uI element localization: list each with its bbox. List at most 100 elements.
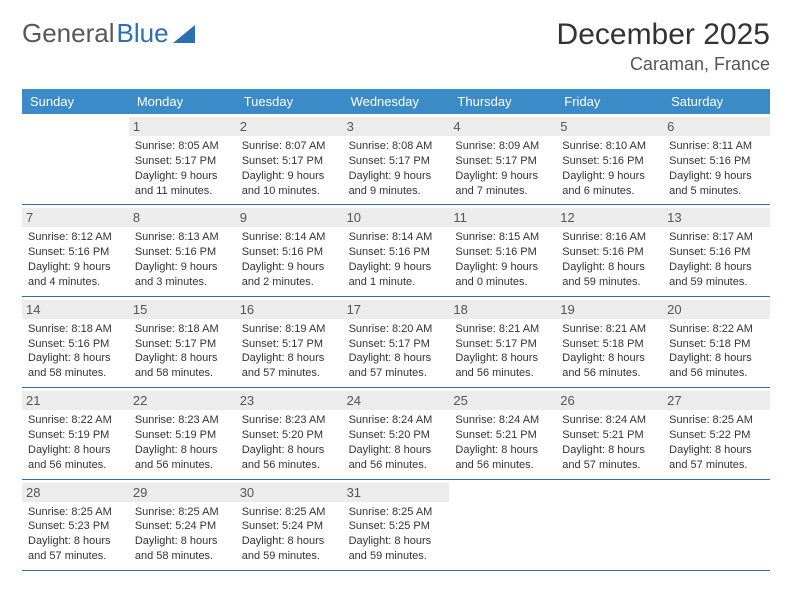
sunset-text: Sunset: 5:17 PM <box>349 337 444 352</box>
day-info: Sunrise: 8:20 AMSunset: 5:17 PMDaylight:… <box>349 322 444 381</box>
calendar-day: 30Sunrise: 8:25 AMSunset: 5:24 PMDayligh… <box>236 480 343 570</box>
daylight-text: Daylight: 9 hours <box>135 260 230 275</box>
sunrise-text: Sunrise: 8:14 AM <box>242 230 337 245</box>
day-number: 30 <box>236 483 343 502</box>
daylight-text: Daylight: 8 hours <box>242 534 337 549</box>
calendar-week: 21Sunrise: 8:22 AMSunset: 5:19 PMDayligh… <box>22 388 770 479</box>
calendar-day <box>556 480 663 570</box>
sunrise-text: Sunrise: 8:18 AM <box>28 322 123 337</box>
sunset-text: Sunset: 5:16 PM <box>562 245 657 260</box>
day-number: 15 <box>129 300 236 319</box>
sunrise-text: Sunrise: 8:05 AM <box>135 139 230 154</box>
sunrise-text: Sunrise: 8:25 AM <box>135 505 230 520</box>
sunset-text: Sunset: 5:16 PM <box>349 245 444 260</box>
sunrise-text: Sunrise: 8:19 AM <box>242 322 337 337</box>
sunset-text: Sunset: 5:16 PM <box>135 245 230 260</box>
daylight-text: Daylight: 9 hours <box>242 169 337 184</box>
daylight-text: Daylight: 9 hours <box>349 169 444 184</box>
sunset-text: Sunset: 5:17 PM <box>349 154 444 169</box>
day-number: 8 <box>129 208 236 227</box>
calendar-day: 24 Sunrise: 8:24 AMSunset: 5:20 PMDayligh… <box>343 388 450 478</box>
daylight-text: Daylight: 8 hours <box>562 351 657 366</box>
sunset-text: Sunset: 5:21 PM <box>562 428 657 443</box>
sunset-text: Sunset: 5:17 PM <box>242 337 337 352</box>
calendar: Sunday Monday Tuesday Wednesday Thursday… <box>22 89 770 571</box>
day-number: 7 <box>22 208 129 227</box>
day-number: 20 <box>663 300 770 319</box>
sunrise-text: Sunrise: 8:25 AM <box>242 505 337 520</box>
daylight-text: Daylight: 8 hours <box>349 443 444 458</box>
calendar-day: 2Sunrise: 8:07 AMSunset: 5:17 PMDaylight… <box>236 114 343 204</box>
dayname-sat: Saturday <box>663 89 770 114</box>
sunrise-text: Sunrise: 8:13 AM <box>135 230 230 245</box>
dayname-wed: Wednesday <box>343 89 450 114</box>
logo-text-2: Blue <box>117 18 169 49</box>
sunset-text: Sunset: 5:16 PM <box>669 154 764 169</box>
calendar-day: 29Sunrise: 8:25 AMSunset: 5:24 PMDayligh… <box>129 480 236 570</box>
sunset-text: Sunset: 5:25 PM <box>349 519 444 534</box>
calendar-day-header: Sunday Monday Tuesday Wednesday Thursday… <box>22 89 770 114</box>
day-info: Sunrise: 8:14 AMSunset: 5:16 PMDaylight:… <box>349 230 444 289</box>
daylight-text: Daylight: 8 hours <box>242 351 337 366</box>
day-info: Sunrise: 8:12 AMSunset: 5:16 PMDaylight:… <box>28 230 123 289</box>
day-number: 17 <box>343 300 450 319</box>
day-number: 12 <box>556 208 663 227</box>
daylight-text: and 7 minutes. <box>455 184 550 199</box>
sunset-text: Sunset: 5:17 PM <box>455 337 550 352</box>
day-number: 19 <box>556 300 663 319</box>
calendar-day: 10Sunrise: 8:14 AMSunset: 5:16 PMDayligh… <box>343 205 450 295</box>
sunset-text: Sunset: 5:16 PM <box>242 245 337 260</box>
daylight-text: Daylight: 9 hours <box>242 260 337 275</box>
day-number: 18 <box>449 300 556 319</box>
sunset-text: Sunset: 5:24 PM <box>135 519 230 534</box>
calendar-week: 28Sunrise: 8:25 AMSunset: 5:23 PMDayligh… <box>22 480 770 571</box>
day-info: Sunrise: 8:18 AMSunset: 5:17 PMDaylight:… <box>135 322 230 381</box>
daylight-text: and 0 minutes. <box>455 275 550 290</box>
calendar-day: 25Sunrise: 8:24 AMSunset: 5:21 PMDayligh… <box>449 388 556 478</box>
sunrise-text: Sunrise: 8:16 AM <box>562 230 657 245</box>
daylight-text: and 9 minutes. <box>349 184 444 199</box>
calendar-day: 3Sunrise: 8:08 AMSunset: 5:17 PMDaylight… <box>343 114 450 204</box>
sunrise-text: Sunrise: 8:22 AM <box>28 413 123 428</box>
sunrise-text: Sunrise: 8:11 AM <box>669 139 764 154</box>
daylight-text: and 2 minutes. <box>242 275 337 290</box>
day-info: Sunrise: 8:07 AMSunset: 5:17 PMDaylight:… <box>242 139 337 198</box>
title-block: December 2025 Caraman, France <box>557 18 770 75</box>
daylight-text: Daylight: 8 hours <box>28 443 123 458</box>
day-info: Sunrise: 8:19 AMSunset: 5:17 PMDaylight:… <box>242 322 337 381</box>
logo-triangle-icon <box>173 25 195 43</box>
day-number: 28 <box>22 483 129 502</box>
daylight-text: and 56 minutes. <box>242 458 337 473</box>
day-number: 22 <box>129 391 236 410</box>
calendar-day: 16Sunrise: 8:19 AMSunset: 5:17 PMDayligh… <box>236 297 343 387</box>
calendar-day: 17 Sunrise: 8:20 AMSunset: 5:17 PMDayligh… <box>343 297 450 387</box>
daylight-text: and 4 minutes. <box>28 275 123 290</box>
day-number: 26 <box>556 391 663 410</box>
daylight-text: and 11 minutes. <box>135 184 230 199</box>
daylight-text: Daylight: 8 hours <box>135 534 230 549</box>
day-info: Sunrise: 8:25 AMSunset: 5:25 PMDaylight:… <box>349 505 444 564</box>
calendar-day: 22Sunrise: 8:23 AMSunset: 5:19 PMDayligh… <box>129 388 236 478</box>
day-number: 24 <box>343 391 450 410</box>
day-info: Sunrise: 8:22 AMSunset: 5:19 PMDaylight:… <box>28 413 123 472</box>
daylight-text: and 56 minutes. <box>28 458 123 473</box>
daylight-text: Daylight: 9 hours <box>28 260 123 275</box>
day-info: Sunrise: 8:21 AMSunset: 5:18 PMDaylight:… <box>562 322 657 381</box>
sunset-text: Sunset: 5:20 PM <box>349 428 444 443</box>
sunrise-text: Sunrise: 8:24 AM <box>349 413 444 428</box>
calendar-day: 1Sunrise: 8:05 AMSunset: 5:17 PMDaylight… <box>129 114 236 204</box>
calendar-day: 9Sunrise: 8:14 AMSunset: 5:16 PMDaylight… <box>236 205 343 295</box>
sunrise-text: Sunrise: 8:25 AM <box>669 413 764 428</box>
calendar-day <box>663 480 770 570</box>
daylight-text: Daylight: 9 hours <box>455 169 550 184</box>
sunset-text: Sunset: 5:18 PM <box>669 337 764 352</box>
sunrise-text: Sunrise: 8:25 AM <box>349 505 444 520</box>
calendar-day: 23Sunrise: 8:23 AMSunset: 5:20 PMDayligh… <box>236 388 343 478</box>
sunrise-text: Sunrise: 8:14 AM <box>349 230 444 245</box>
sunrise-text: Sunrise: 8:23 AM <box>135 413 230 428</box>
sunrise-text: Sunrise: 8:07 AM <box>242 139 337 154</box>
daylight-text: Daylight: 9 hours <box>562 169 657 184</box>
daylight-text: and 57 minutes. <box>349 366 444 381</box>
day-info: Sunrise: 8:10 AMSunset: 5:16 PMDaylight:… <box>562 139 657 198</box>
day-number: 5 <box>556 117 663 136</box>
